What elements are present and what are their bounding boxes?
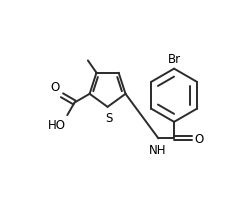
Text: NH: NH: [148, 143, 166, 156]
Text: HO: HO: [48, 118, 66, 131]
Text: O: O: [51, 81, 60, 94]
Text: O: O: [194, 132, 204, 145]
Text: Br: Br: [168, 53, 181, 66]
Text: S: S: [105, 111, 113, 124]
